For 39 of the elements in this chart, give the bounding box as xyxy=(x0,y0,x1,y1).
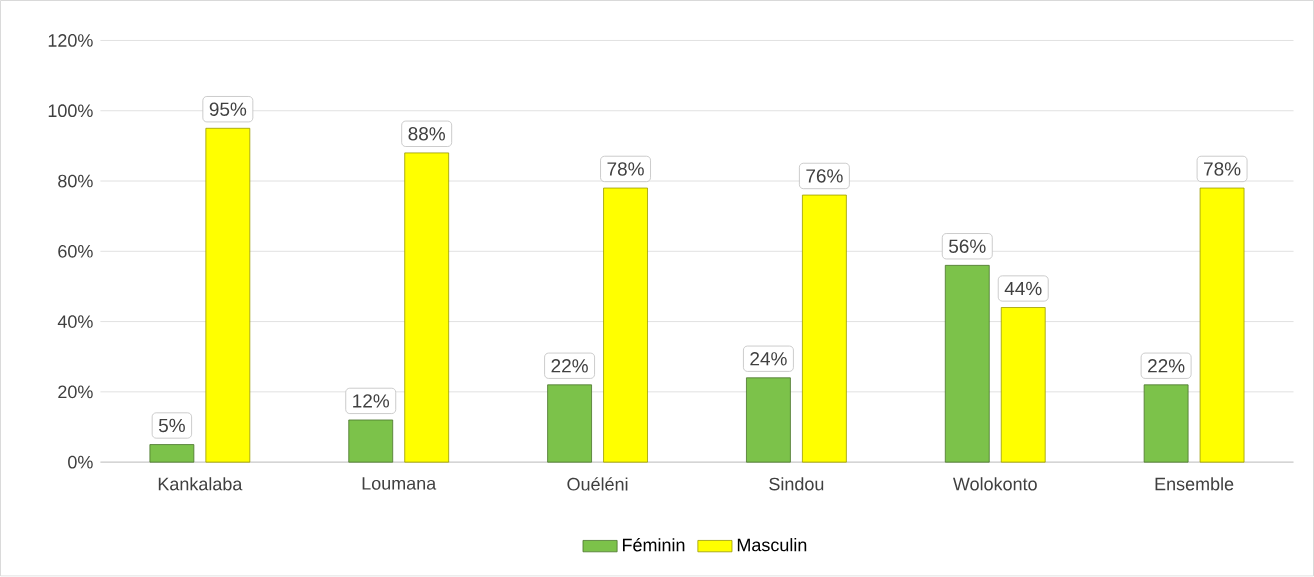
x-tick-label: Ensemble xyxy=(1155,477,1234,491)
y-tick-label: 80% xyxy=(58,174,93,188)
bar xyxy=(802,194,847,463)
x-tick-label: Kankalaba xyxy=(158,477,243,491)
bar xyxy=(1199,187,1245,463)
bar xyxy=(1143,384,1189,463)
data-label: 78% xyxy=(607,162,644,176)
y-tick-label: 0% xyxy=(68,455,93,469)
x-tick-label: Sindou xyxy=(769,477,824,491)
y-tick-label: 40% xyxy=(57,315,93,329)
y-tick-label: 120% xyxy=(48,34,93,48)
y-tick-label: 60% xyxy=(58,245,93,258)
bar xyxy=(746,377,791,463)
data-label: 76% xyxy=(806,169,843,183)
data-label: 5% xyxy=(158,419,185,433)
x-tick-label: Loumana xyxy=(362,477,437,490)
legend-label: Féminin xyxy=(622,538,685,552)
y-tick-label: 20% xyxy=(58,385,93,399)
bar xyxy=(1000,307,1046,463)
legend-label: Masculin xyxy=(737,538,807,552)
data-label: 44% xyxy=(1004,282,1042,296)
data-label: 88% xyxy=(408,127,445,141)
x-tick-label: Wolokonto xyxy=(953,477,1037,491)
bar xyxy=(547,384,592,463)
data-label: 12% xyxy=(353,394,390,408)
data-label: 78% xyxy=(1204,162,1241,176)
bar xyxy=(205,128,251,463)
bar xyxy=(404,152,450,463)
data-label: 56% xyxy=(949,239,986,254)
bar xyxy=(348,419,394,463)
data-label: 24% xyxy=(750,352,787,366)
x-tick-label: Ouéléni xyxy=(567,477,628,491)
data-label: 22% xyxy=(1148,359,1185,373)
bar xyxy=(603,187,648,463)
data-label: 22% xyxy=(551,359,588,373)
data-label: 95% xyxy=(209,102,247,117)
y-tick-label: 100% xyxy=(48,104,93,118)
bar xyxy=(944,265,990,463)
bar xyxy=(149,444,195,463)
